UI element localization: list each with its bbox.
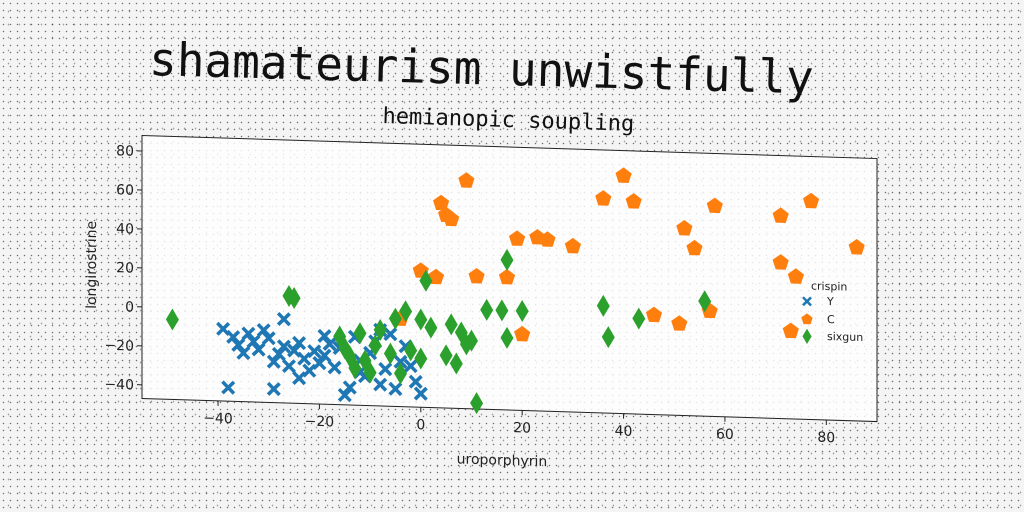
legend-label-y: Y [826,295,834,308]
legend-label-c: C [827,313,835,326]
y-tick-label: 0 [125,299,134,315]
x-tick-label: −40 [203,410,233,427]
x-tick-label: 40 [615,423,633,440]
y-tick-label: 20 [116,260,134,277]
x-tick-label: 60 [716,427,734,444]
y-axis-label: longirostrine [84,221,100,310]
y-tick-label: −20 [104,338,134,355]
x-tick-label: −20 [305,414,335,431]
x-tick-label: 0 [416,417,425,433]
legend: crispin Y C sixgun [801,279,863,345]
x-tick-label: 80 [817,430,835,447]
x-axis-label: uroporphyrin [457,451,548,470]
legend-label-sixgun: sixgun [827,330,863,344]
y-tick-label: −40 [104,377,134,394]
y-tick-label: 40 [116,221,134,238]
x-tick-label: 20 [513,420,531,437]
axis-ticks: −40 −20 0 20 40 60 80 −40 −20 0 20 40 60 80 [104,143,835,446]
legend-title: crispin [811,279,847,293]
y-tick-label: 80 [116,143,134,160]
y-tick-label: 60 [116,182,134,199]
